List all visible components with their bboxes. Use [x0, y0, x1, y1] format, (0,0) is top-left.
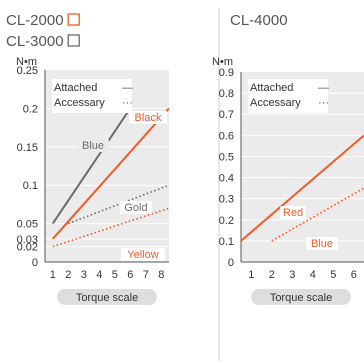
series-label-bg: [306, 237, 338, 250]
series-line-red: [241, 134, 364, 242]
y-tick-label: 0.3: [219, 194, 234, 206]
y-tick-label: 0.4: [219, 173, 234, 185]
model-title: CL-3000: [6, 33, 64, 50]
legend-label: Accessary: [54, 97, 105, 109]
model-swatch: [67, 34, 80, 47]
left-chart-panel: CL-2000 CL-3000 N•m 0 0.020.03 0.05 0.1 0.15 0.2…: [6, 12, 169, 305]
y-tick-label: 0.1: [219, 236, 234, 248]
legend-symbol: ···: [122, 97, 133, 109]
legend-label: Attached: [54, 82, 97, 94]
y-tick-label: 0.2: [23, 103, 38, 115]
x-tick-label: 5: [112, 269, 118, 281]
x-tick-label: 8: [158, 269, 164, 281]
x-axis-label-pill: [57, 289, 157, 305]
model-title: CL-4000: [230, 12, 288, 29]
legend-symbol: ···: [318, 97, 329, 109]
y-tick-label: 0.5: [219, 151, 234, 163]
series-label-bg: [120, 201, 152, 214]
x-tick-label: 1: [50, 269, 56, 281]
right-chart-panel: CL-4000 N•m 0 0.1 0.2 0.3 0.4 0.5 0.6 0.7 0.8 0.9 1 2…: [212, 12, 364, 305]
model-swatch: [67, 13, 80, 26]
y-tick-label: 0.9: [219, 67, 234, 79]
series-line-yellow: [52, 207, 169, 248]
y-tick-label: 0: [228, 257, 234, 269]
x-tick-label: 5: [330, 269, 336, 281]
series-label: Black: [135, 112, 162, 124]
legend-box: [248, 79, 328, 113]
y-tick-label: 0.03: [17, 234, 38, 246]
series-label-bg: [120, 248, 166, 261]
y-tick-label: 0.7: [219, 109, 234, 121]
x-tick-label: 4: [96, 269, 102, 281]
y-tick-label: 0.25: [17, 65, 38, 77]
legend-symbol: —: [318, 82, 329, 94]
series-label: Gold: [124, 202, 147, 214]
y-tick-label: 0.05: [17, 219, 38, 231]
x-tick-label: 1: [248, 269, 254, 281]
x-tick-label: 6: [127, 269, 133, 281]
x-tick-label: 3: [289, 269, 295, 281]
y-tick-label: 0.02: [17, 242, 38, 254]
y-tick-label: 0: [32, 257, 38, 269]
x-axis-label: Torque scale: [76, 292, 138, 304]
x-tick-label: 2: [65, 269, 71, 281]
legend-label: Attached: [250, 82, 293, 94]
x-tick-label: 2: [269, 269, 275, 281]
legend-box: [52, 79, 132, 113]
x-axis-label-pill: [251, 289, 351, 305]
y-axis-label: N•m: [16, 56, 37, 68]
x-tick-label: 6: [351, 269, 357, 281]
series-line-blue: [51, 107, 132, 225]
y-tick-label: 0.1: [23, 180, 38, 192]
x-tick-label: 4: [310, 269, 316, 281]
series-label-bg: [280, 206, 306, 219]
series-label: Yellow: [127, 249, 158, 261]
series-line-black: [52, 107, 169, 240]
y-tick-label: 0.8: [219, 88, 234, 100]
series-label-bg: [129, 111, 167, 124]
x-tick-label: 3: [81, 269, 87, 281]
x-tick-label: 7: [143, 269, 149, 281]
series-line-blue: [271, 187, 364, 242]
legend-symbol: —: [122, 82, 133, 94]
x-axis-label: Torque scale: [270, 292, 332, 304]
series-label: Blue: [311, 238, 333, 250]
series-label: Red: [283, 207, 303, 219]
series-label-bg: [77, 139, 109, 152]
legend-label: Accessary: [250, 97, 301, 109]
y-tick-label: 0.2: [219, 215, 234, 227]
y-tick-label: 0.6: [219, 130, 234, 142]
y-axis-label: N•m: [212, 56, 233, 68]
model-title: CL-2000: [6, 12, 64, 29]
series-label: Blue: [82, 140, 104, 152]
y-tick-label: 0.15: [17, 142, 38, 154]
